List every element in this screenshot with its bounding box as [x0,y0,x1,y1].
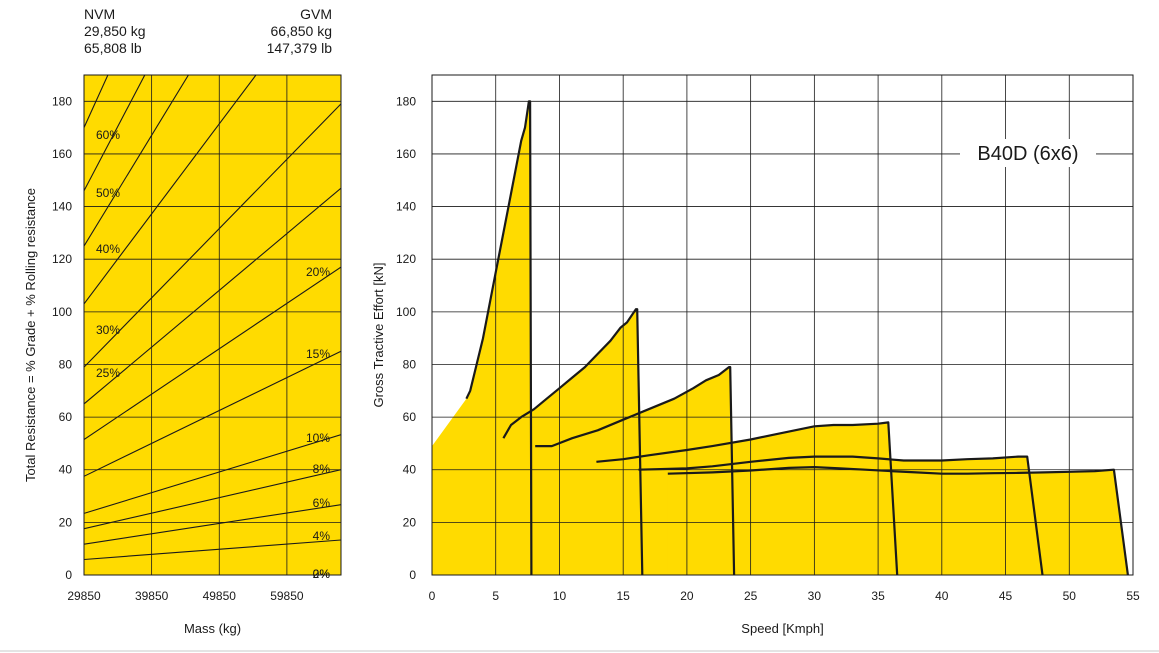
right-plot-frame [431,74,1134,576]
resistance-line [84,75,190,247]
grade-line-label: 25% [96,366,120,380]
resistance-line [84,434,341,514]
gear-curve [535,366,736,576]
left-y-tick-label: 160 [52,147,72,161]
resistance-line [84,75,257,305]
envelope-fill-area [432,101,532,576]
gvm-kg: 66,850 kg [270,23,333,39]
right-y-tick-label: 140 [396,200,416,214]
resistance-line [84,504,341,545]
left-y-tick-label: 140 [52,200,72,214]
grade-line-label: 0% [313,567,331,581]
gvm-lb: 147,379 lb [266,40,332,56]
nvm-lb: 65,808 lb [84,40,142,56]
right-x-tick-label: 15 [617,589,631,603]
grade-line-label: 20% [306,265,330,279]
left-y-tick-label: 80 [59,357,73,371]
left-y-tick-label: 120 [52,252,72,266]
resistance-line [84,469,341,530]
grade-line-label: 30% [96,323,120,337]
right-x-tick-label: 5 [492,589,499,603]
right-y-tick-label: 60 [403,410,417,424]
right-y-tick-label: 100 [396,305,416,319]
left-y-tick-label: 0 [65,568,72,582]
right-x-tick-label: 20 [680,589,694,603]
grade-line-label: 6% [313,496,331,510]
gear-curve [638,455,1044,576]
resistance-line [84,103,341,368]
left-plot-background [84,75,341,575]
grade-line-label: 15% [306,347,330,361]
right-x-tick-label: 25 [744,589,758,603]
right-y-axis-label: Gross Tractive Effort [kN] [371,263,386,408]
left-y-tick-label: 180 [52,94,72,108]
nvm-label: NVM [84,6,116,22]
resistance-line [84,539,341,561]
chart-title: B40D (6x6) [977,143,1078,165]
left-plot-frame [83,74,342,576]
nvm-header: NVM 29,850 kg 65,808 lb [84,6,146,57]
left-x-tick-label: 29850 [67,589,101,603]
left-x-axis-label: Mass (kg) [184,621,241,636]
resistance-line [84,350,341,477]
resistance-line [84,266,341,440]
right-y-tick-label: 80 [403,357,417,371]
nvm-kg: 29,850 kg [84,23,146,39]
right-x-tick-label: 10 [553,589,567,603]
gear-curve [667,466,1129,576]
grade-line-label: 40% [96,242,120,256]
right-y-tick-label: 20 [403,515,417,529]
grade-line-label: 4% [313,529,331,543]
right-x-axis-label: Speed [Kmph] [741,621,823,636]
tractive-effort-chart: 0 20 40 60 80 100 120 140 160 180 0 5 10 15 20 25 30 35 40… [371,74,1140,636]
grade-line-label: 8% [313,462,331,476]
right-y-tick-label: 120 [396,252,416,266]
right-y-tick-label: 180 [396,94,416,108]
right-x-tick-label: 55 [1126,589,1140,603]
right-y-tick-label: 40 [403,463,417,477]
gear-curve [502,308,644,576]
gvm-header: GVM 66,850 kg 147,379 lb [200,6,332,57]
right-y-tick-label: 0 [409,568,416,582]
grade-line-label: 50% [96,186,120,200]
right-y-tick-label: 160 [396,147,416,161]
right-x-tick-label: 45 [999,589,1013,603]
grade-line-label: 60% [96,128,120,142]
left-y-tick-label: 60 [59,410,73,424]
gvm-label: GVM [300,6,332,22]
left-y-tick-label: 20 [59,515,73,529]
gear-curve [465,100,533,576]
right-x-tick-label: 30 [808,589,822,603]
resistance-line [84,187,341,405]
right-x-tick-label: 50 [1063,589,1077,603]
left-y-axis-label: Total Resistance = % Grade + % Rolling r… [23,188,38,482]
left-x-tick-label: 49850 [203,589,237,603]
bottom-divider [0,650,1159,652]
left-series-group [84,75,341,575]
right-x-tick-label: 0 [429,589,436,603]
left-x-tick-label: 39850 [135,589,169,603]
grade-line-label: 2% [313,567,331,581]
resistance-chart: 0 20 40 60 80 100 120 140 160 180 29850 39850 49850 5… [23,74,342,636]
right-x-tick-label: 35 [871,589,885,603]
resistance-line [84,75,146,192]
left-y-tick-label: 40 [59,463,73,477]
right-x-tick-label: 40 [935,589,949,603]
grade-line-label: 10% [306,431,330,445]
left-y-tick-label: 100 [52,305,72,319]
gear-fill-area [667,467,1128,575]
left-x-tick-label: 59850 [270,589,304,603]
gear-curve [596,421,899,576]
chart-title-box [960,139,1096,167]
